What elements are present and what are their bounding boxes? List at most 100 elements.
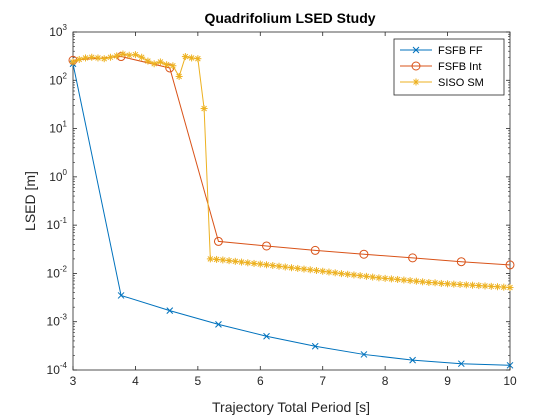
x-tick-label: 8	[382, 374, 389, 388]
x-tick-label: 7	[319, 374, 326, 388]
data-point-siso-sm	[319, 267, 327, 275]
legend-marker	[412, 78, 420, 86]
y-tick-label: 103	[49, 23, 67, 39]
data-point-siso-sm	[238, 258, 246, 266]
x-tick-label: 5	[195, 374, 202, 388]
data-point-siso-sm	[500, 283, 508, 291]
data-point-siso-sm	[181, 53, 189, 61]
legend-marker	[411, 61, 421, 71]
data-point-siso-sm	[394, 275, 402, 283]
data-point-siso-sm	[175, 72, 183, 80]
data-point-siso-sm	[506, 284, 514, 292]
legend-entry-siso-sm: SISO SM	[400, 77, 484, 89]
data-point-siso-sm	[163, 61, 171, 69]
data-point-fsfb-ff	[311, 342, 319, 350]
data-point-siso-sm	[450, 280, 458, 288]
x-tick-label: 3	[70, 374, 77, 388]
data-point-siso-sm	[169, 62, 177, 70]
series-line-fsfb-ff	[72, 63, 511, 366]
legend-entry-fsfb-ff: FSFB FF	[400, 45, 483, 57]
data-point-siso-sm	[431, 279, 439, 287]
data-point-siso-sm	[269, 261, 277, 269]
data-point-fsfb-ff	[457, 360, 465, 368]
series-fsfb-int	[68, 52, 515, 270]
data-point-siso-sm	[94, 54, 102, 62]
data-point-siso-sm	[125, 51, 133, 59]
data-point-siso-sm	[75, 55, 83, 63]
y-tick-label: 100	[49, 168, 67, 184]
data-point-fsfb-ff	[263, 332, 270, 340]
legend-label: FSFB Int	[438, 61, 481, 73]
y-tick-exponent: -1	[60, 216, 68, 225]
data-point-fsfb-int	[310, 245, 320, 255]
data-point-siso-sm	[419, 278, 427, 286]
data-point-siso-sm	[481, 282, 489, 290]
data-point-siso-sm	[200, 105, 208, 113]
y-tick-label: 101	[49, 120, 67, 136]
data-point-siso-sm	[300, 265, 308, 273]
data-point-siso-sm	[194, 55, 202, 63]
x-tick-label: 4	[132, 374, 139, 388]
data-point-siso-sm	[144, 57, 152, 65]
data-point-siso-sm	[381, 274, 389, 282]
data-point-siso-sm	[400, 276, 408, 284]
data-point-siso-sm	[494, 283, 502, 291]
data-point-fsfb-int	[359, 249, 369, 259]
data-point-siso-sm	[375, 274, 383, 282]
data-point-siso-sm	[119, 50, 127, 58]
data-point-siso-sm	[406, 277, 414, 285]
data-point-siso-sm	[312, 266, 320, 274]
data-point-siso-sm	[469, 281, 477, 289]
data-point-fsfb-int	[262, 241, 272, 251]
data-point-siso-sm	[69, 58, 77, 66]
y-tick-exponent: 3	[63, 23, 68, 32]
data-point-siso-sm	[256, 260, 264, 268]
data-point-siso-sm	[437, 279, 445, 287]
data-point-siso-sm	[294, 264, 302, 272]
data-point-siso-sm	[462, 281, 470, 289]
data-point-siso-sm	[350, 271, 358, 279]
y-tick-exponent: -3	[60, 313, 68, 322]
data-point-siso-sm	[106, 53, 114, 61]
data-point-siso-sm	[362, 272, 370, 280]
data-point-siso-sm	[456, 280, 464, 288]
data-point-siso-sm	[387, 275, 395, 283]
data-point-siso-sm	[81, 54, 89, 62]
data-point-siso-sm	[444, 280, 452, 288]
data-point-siso-sm	[263, 261, 271, 269]
data-point-siso-sm	[213, 255, 221, 263]
data-point-siso-sm	[150, 60, 158, 68]
y-tick-exponent: -4	[60, 361, 68, 370]
data-point-siso-sm	[219, 256, 227, 264]
data-point-siso-sm	[325, 268, 333, 276]
data-point-fsfb-ff	[409, 356, 416, 364]
series-line-fsfb-int	[72, 56, 511, 266]
y-tick-label: 10-1	[47, 216, 68, 232]
x-tick-label: 6	[257, 374, 264, 388]
legend: FSFB FF FSFB Int SISO SM	[393, 38, 505, 96]
y-tick-exponent: 1	[63, 120, 68, 129]
data-point-fsfb-int	[456, 257, 466, 267]
x-tick-label: 10	[503, 374, 517, 388]
data-point-siso-sm	[225, 257, 233, 265]
data-point-siso-sm	[156, 58, 164, 66]
data-point-fsfb-ff	[117, 292, 125, 299]
data-point-siso-sm	[275, 262, 283, 270]
legend-marker	[412, 46, 420, 54]
data-point-siso-sm	[425, 278, 433, 286]
data-point-siso-sm	[475, 282, 483, 290]
series-layer	[68, 50, 515, 369]
legend-label: FSFB FF	[438, 45, 483, 57]
data-point-siso-sm	[244, 259, 252, 267]
y-tick-exponent: 0	[63, 168, 68, 177]
data-point-fsfb-ff	[360, 351, 368, 358]
data-point-siso-sm	[250, 259, 258, 267]
data-point-siso-sm	[206, 255, 214, 263]
data-point-siso-sm	[100, 55, 108, 63]
data-point-fsfb-ff	[506, 361, 514, 369]
y-tick-label: 10-2	[47, 264, 68, 280]
y-tick-label: 10-4	[47, 361, 68, 377]
data-point-siso-sm	[281, 263, 289, 271]
data-point-siso-sm	[131, 51, 139, 59]
